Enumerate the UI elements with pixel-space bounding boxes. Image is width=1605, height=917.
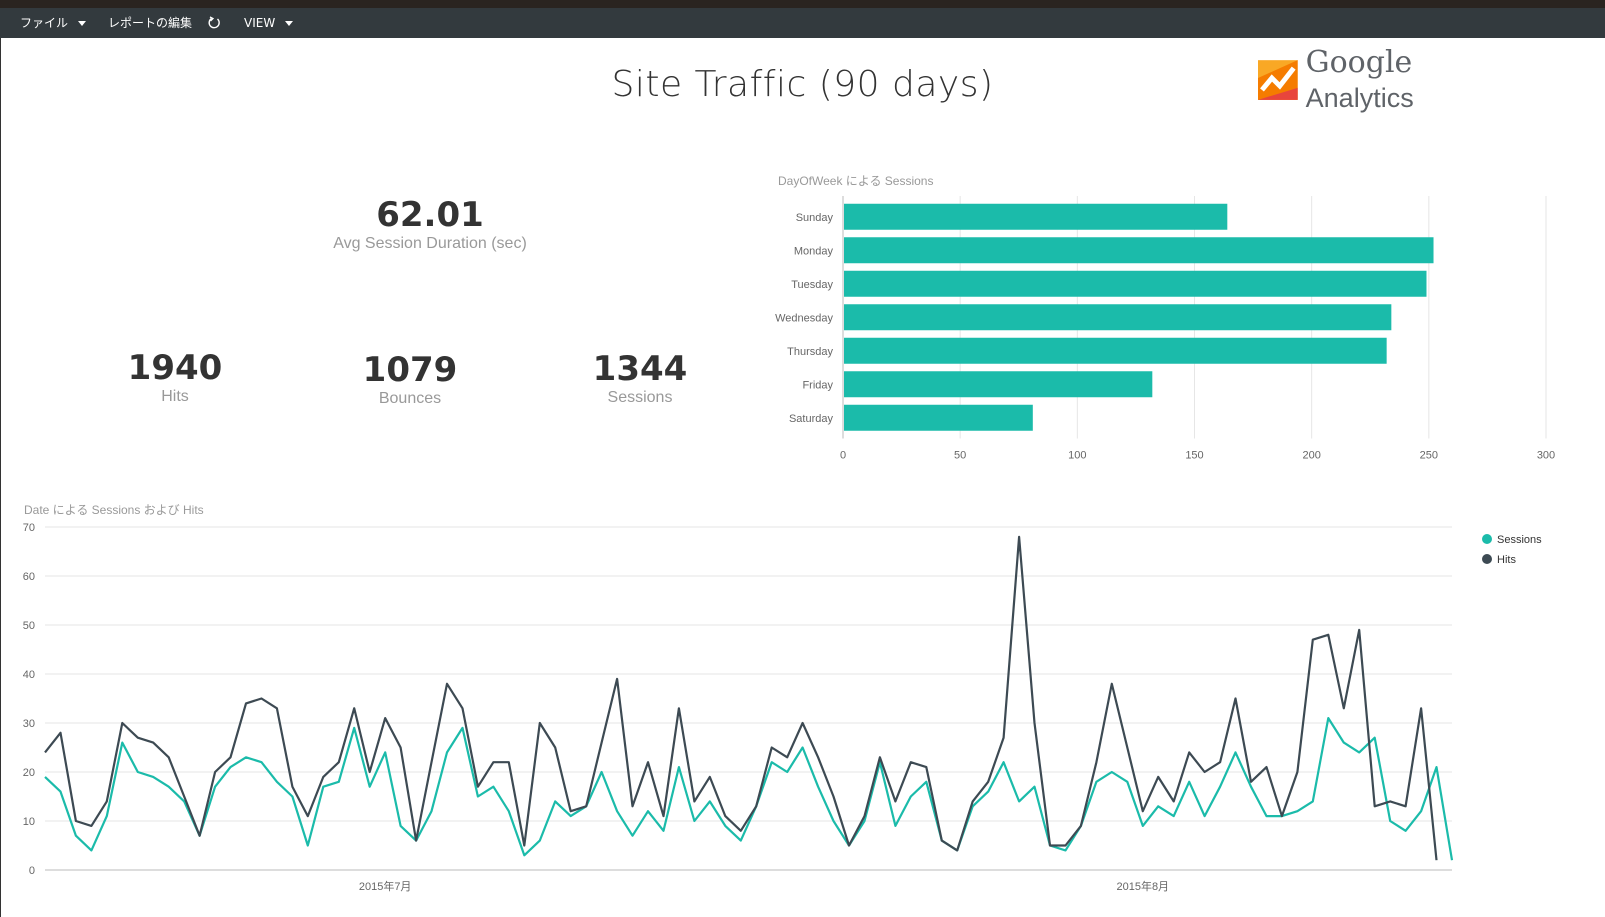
refresh-icon bbox=[208, 16, 220, 29]
bar-chart-x-tick-label: 0 bbox=[840, 450, 846, 462]
legend-marker-hits bbox=[1482, 554, 1492, 564]
hits-value: 1940 bbox=[127, 348, 223, 388]
avg-session-value: 62.01 bbox=[376, 195, 484, 235]
line-chart-y-tick-label: 30 bbox=[23, 718, 35, 730]
bar-chart-category-label: Sunday bbox=[796, 212, 834, 224]
bounces-card[interactable]: 1079 Bounces bbox=[315, 350, 505, 408]
sessions-value: 1344 bbox=[592, 349, 688, 389]
bar-chart-x-tick-label: 150 bbox=[1185, 450, 1203, 462]
line-chart-y-tick-label: 0 bbox=[29, 865, 35, 877]
line-chart[interactable]: 0102030405060702015年7月2015年8月2015年9月Sess… bbox=[0, 515, 1605, 915]
line-chart-x-tick-label: 2015年7月 bbox=[359, 879, 412, 893]
legend-label-sessions: Sessions bbox=[1497, 534, 1542, 546]
line-chart-y-tick-label: 60 bbox=[23, 571, 35, 583]
bar-chart-category-label: Saturday bbox=[789, 413, 834, 425]
bar-chart-bar bbox=[844, 270, 1427, 297]
bar-chart-category-label: Tuesday bbox=[791, 279, 833, 291]
edit-report-label: レポートの編集 bbox=[108, 16, 193, 30]
avg-session-label: Avg Session Duration (sec) bbox=[333, 235, 527, 252]
file-menu-label: ファイル bbox=[20, 16, 69, 30]
line-chart-y-tick-label: 40 bbox=[23, 669, 35, 681]
line-chart-y-tick-label: 70 bbox=[23, 522, 35, 534]
bar-chart-bar bbox=[844, 371, 1153, 398]
report-title: Site Traffic (90 days) bbox=[611, 64, 994, 105]
sessions-label: Sessions bbox=[607, 389, 673, 406]
google-analytics-logo: Google Analytics bbox=[1258, 45, 1528, 113]
google-analytics-logo-icon bbox=[1258, 60, 1298, 100]
bar-chart-bar bbox=[844, 304, 1392, 331]
line-chart-x-tick-label: 2015年8月 bbox=[1116, 879, 1169, 893]
line-chart-series-sessions bbox=[44, 717, 1454, 861]
chevron-down-icon bbox=[285, 20, 294, 26]
line-chart-y-tick-label: 10 bbox=[23, 816, 35, 828]
menubar: ファイル レポートの編集 VIEW bbox=[0, 8, 1605, 38]
legend-label-hits: Hits bbox=[1497, 554, 1516, 566]
google-analytics-wordmark: Google Analytics bbox=[1306, 45, 1528, 115]
line-chart-y-tick-label: 50 bbox=[23, 620, 35, 632]
bar-chart-x-tick-label: 200 bbox=[1302, 450, 1320, 462]
chevron-down-icon bbox=[78, 20, 87, 26]
bar-chart-category-label: Monday bbox=[794, 245, 834, 257]
hits-card[interactable]: 1940 Hits bbox=[80, 348, 270, 406]
bar-chart-x-tick-label: 250 bbox=[1420, 450, 1438, 462]
line-chart-title: Date による Sessions および Hits bbox=[24, 503, 204, 517]
bar-chart-bar bbox=[844, 337, 1387, 364]
bar-chart[interactable]: 0 50 100 150 200 250 300 Sunday Monday Tuesday Wed… bbox=[770, 190, 1560, 475]
bar-chart-category-label: Thursday bbox=[787, 346, 833, 358]
window-top-strip bbox=[0, 0, 1605, 8]
bar-chart-x-tick-label: 50 bbox=[954, 450, 966, 462]
bounces-value: 1079 bbox=[362, 350, 458, 390]
sessions-card[interactable]: 1344 Sessions bbox=[545, 349, 735, 407]
logo-brand: Google bbox=[1305, 45, 1413, 80]
hits-label: Hits bbox=[161, 388, 189, 405]
bar-chart-category-label: Friday bbox=[802, 379, 833, 391]
line-chart-y-tick-label: 20 bbox=[23, 767, 35, 779]
logo-product: Analytics bbox=[1305, 83, 1414, 113]
avg-session-card[interactable]: 62.01 Avg Session Duration (sec) bbox=[300, 195, 560, 253]
bar-chart-title: DayOfWeek による Sessions bbox=[778, 174, 934, 188]
view-menu[interactable]: VIEW bbox=[244, 8, 294, 38]
edit-report-button[interactable]: レポートの編集 bbox=[108, 8, 192, 38]
bar-chart-x-tick-label: 300 bbox=[1537, 450, 1555, 462]
bar-chart-bar bbox=[844, 237, 1434, 264]
file-menu[interactable]: ファイル bbox=[20, 8, 87, 38]
bar-chart-category-label: Wednesday bbox=[775, 312, 833, 324]
view-menu-label: VIEW bbox=[244, 16, 276, 30]
line-chart-series-hits bbox=[44, 535, 1438, 861]
bar-chart-bar bbox=[844, 404, 1033, 431]
refresh-button[interactable] bbox=[207, 8, 221, 38]
bar-chart-x-tick-label: 100 bbox=[1068, 450, 1086, 462]
bar-chart-bar bbox=[844, 203, 1228, 230]
bounces-label: Bounces bbox=[378, 390, 442, 407]
legend-marker-sessions bbox=[1482, 534, 1492, 544]
